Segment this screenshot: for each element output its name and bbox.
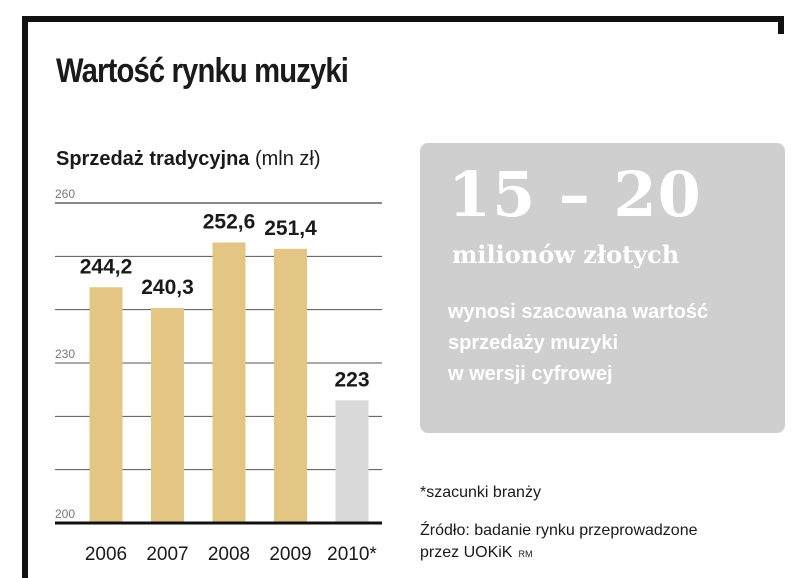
bar-value-label: 223 xyxy=(334,368,369,391)
bar xyxy=(212,242,246,523)
chart-subtitle-unit: (mln zł) xyxy=(254,148,321,170)
info-description: wynosi szacowana wartość sprzedaży muzyk… xyxy=(448,297,708,390)
frame-left-border xyxy=(22,16,28,578)
bar-value-label: 251,4 xyxy=(264,217,317,240)
source-line-2: przez UOKiK xyxy=(420,544,513,561)
info-description-line: w wersji cyfrowej xyxy=(448,363,613,385)
chart-subtitle-main: Sprzedaż tradycyjna xyxy=(56,148,250,170)
bar-chart: 200 230 260 244,2 2006 240,3 2007 252,6 2008 251,… xyxy=(55,187,382,565)
source-tag: RM xyxy=(518,549,533,559)
footnote: *szacunki branży xyxy=(420,484,541,501)
info-big-number: 15 – 20 xyxy=(448,158,702,231)
page-title: Wartość rynku muzyki xyxy=(56,52,349,90)
info-description-line: wynosi szacowana wartość xyxy=(448,301,709,323)
x-tick-label: 2008 xyxy=(208,544,250,565)
chart-subtitle: Sprzedaż tradycyjna (mln zł) xyxy=(56,148,321,171)
bar-value-label: 240,3 xyxy=(141,276,194,299)
x-tick-label: 2010* xyxy=(327,544,377,565)
info-big-unit: milionów złotych xyxy=(452,240,680,269)
bar xyxy=(274,248,307,523)
y-tick-label: 200 xyxy=(55,507,75,521)
frame-top-border xyxy=(22,16,784,22)
info-description-line: sprzedaży muzyki xyxy=(448,332,619,354)
y-tick-label: 260 xyxy=(55,187,75,201)
bar-value-label: 252,6 xyxy=(203,210,256,233)
x-tick-label: 2007 xyxy=(146,544,188,565)
bar xyxy=(89,287,123,523)
y-tick-label: 230 xyxy=(55,347,75,361)
source-line-1: Źródło: badanie rynku przeprowadzone xyxy=(420,522,698,539)
bar-value-label: 244,2 xyxy=(80,255,133,278)
info-box xyxy=(420,143,785,433)
bar xyxy=(335,400,369,523)
source-note: Źródło: badanie rynku przeprowadzone prz… xyxy=(420,520,698,565)
x-tick-label: 2009 xyxy=(269,544,311,565)
bar xyxy=(151,308,184,523)
frame-corner-tick xyxy=(778,16,784,34)
x-tick-label: 2006 xyxy=(85,544,127,565)
